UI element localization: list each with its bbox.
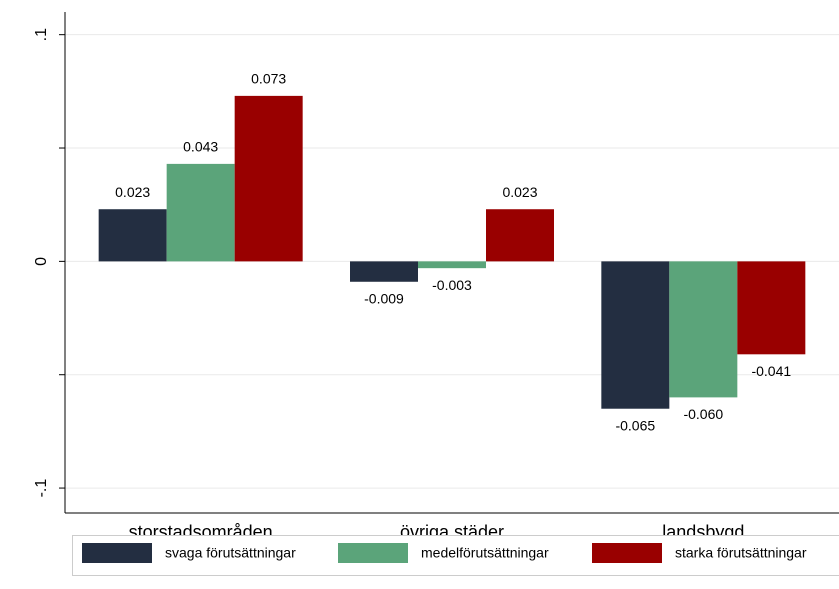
data-label: -0.060	[683, 406, 723, 422]
legend-label: medelförutsättningar	[421, 545, 549, 561]
legend-swatch	[592, 543, 662, 563]
bar	[350, 261, 418, 282]
y-tick-label: -.1	[33, 479, 50, 498]
bar	[234, 95, 303, 262]
legend-label: svaga förutsättningar	[165, 545, 296, 561]
bar	[418, 261, 486, 269]
data-label: -0.009	[364, 290, 404, 306]
legend-box	[72, 535, 839, 576]
bar	[166, 163, 235, 262]
bar	[737, 261, 806, 355]
bar	[669, 261, 738, 398]
data-label: 0.023	[115, 184, 150, 200]
bar	[601, 261, 670, 409]
bar	[486, 209, 554, 262]
data-label: 0.043	[183, 139, 218, 155]
data-label: 0.073	[251, 71, 286, 87]
data-label: -0.003	[432, 277, 472, 293]
data-label: -0.065	[615, 417, 655, 433]
legend-swatch	[338, 543, 408, 563]
y-tick-label: .1	[33, 28, 50, 41]
legend-label: starka förutsättningar	[675, 545, 807, 561]
y-tick-label: 0	[33, 257, 50, 266]
data-label: 0.023	[502, 184, 537, 200]
data-label: -0.041	[751, 363, 791, 379]
legend-swatch	[82, 543, 152, 563]
bar	[98, 209, 167, 262]
